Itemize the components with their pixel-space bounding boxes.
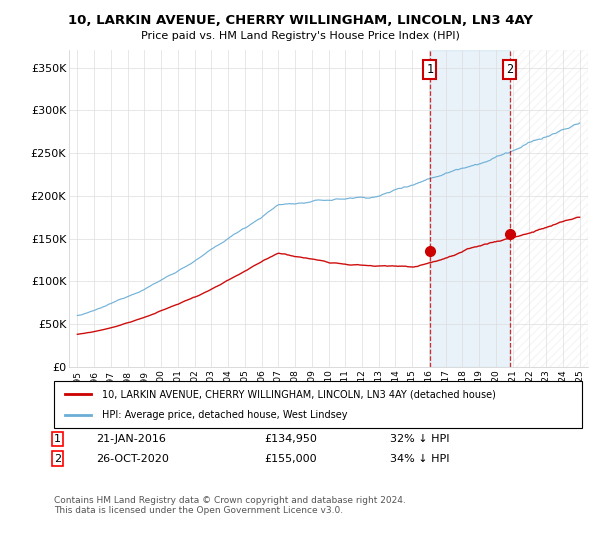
Text: 32% ↓ HPI: 32% ↓ HPI	[390, 434, 449, 444]
Text: Contains HM Land Registry data © Crown copyright and database right 2024.
This d: Contains HM Land Registry data © Crown c…	[54, 496, 406, 515]
Text: 21-JAN-2016: 21-JAN-2016	[96, 434, 166, 444]
Bar	[509, 50, 588, 367]
Bar	[430, 50, 509, 367]
Text: 1: 1	[54, 434, 61, 444]
Text: HPI: Average price, detached house, West Lindsey: HPI: Average price, detached house, West…	[101, 410, 347, 420]
Text: £134,950: £134,950	[264, 434, 317, 444]
Text: 2: 2	[506, 63, 513, 76]
Text: 10, LARKIN AVENUE, CHERRY WILLINGHAM, LINCOLN, LN3 4AY (detached house): 10, LARKIN AVENUE, CHERRY WILLINGHAM, LI…	[101, 389, 496, 399]
Text: 1: 1	[427, 63, 433, 76]
Text: 2: 2	[54, 454, 61, 464]
Text: 26-OCT-2020: 26-OCT-2020	[96, 454, 169, 464]
Text: 34% ↓ HPI: 34% ↓ HPI	[390, 454, 449, 464]
FancyBboxPatch shape	[54, 381, 582, 428]
Text: Price paid vs. HM Land Registry's House Price Index (HPI): Price paid vs. HM Land Registry's House …	[140, 31, 460, 41]
Text: 10, LARKIN AVENUE, CHERRY WILLINGHAM, LINCOLN, LN3 4AY: 10, LARKIN AVENUE, CHERRY WILLINGHAM, LI…	[67, 14, 533, 27]
Text: £155,000: £155,000	[264, 454, 317, 464]
